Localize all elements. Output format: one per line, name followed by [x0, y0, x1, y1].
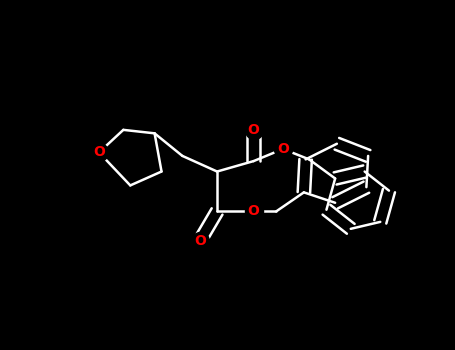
Text: O: O	[93, 146, 105, 160]
Text: O: O	[248, 123, 259, 137]
Text: O: O	[194, 234, 206, 248]
Text: O: O	[277, 142, 289, 156]
Text: O: O	[248, 204, 259, 218]
